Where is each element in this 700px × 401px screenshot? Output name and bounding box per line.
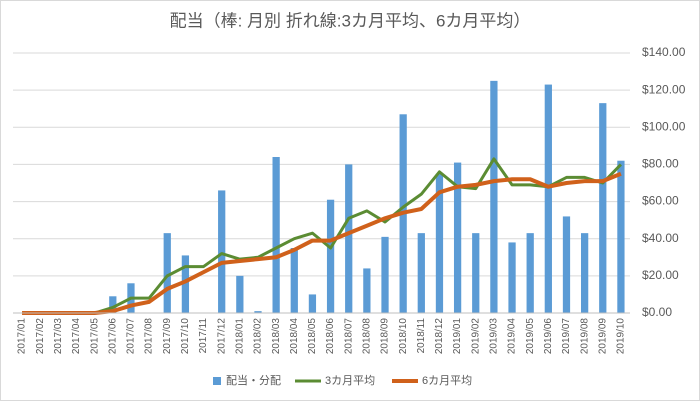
y-tick-label: $120.00 [642, 82, 686, 96]
x-tick-label: 2018/12 [434, 318, 445, 355]
y-tick-label: $100.00 [642, 119, 686, 133]
bar [562, 216, 571, 313]
x-tick-label: 2017/11 [198, 318, 209, 354]
y-tick-label: $60.00 [642, 194, 679, 208]
x-tick-label: 2017/03 [53, 318, 64, 355]
y-tick-label: $80.00 [642, 157, 679, 171]
bar [363, 268, 371, 313]
bar [599, 103, 607, 314]
legend-label: 配当・分配 [226, 373, 281, 387]
line [22, 171, 622, 315]
chart-title: 配当（棒: 月別 折れ線:3カ月平均、6カ月平均） [170, 11, 531, 30]
x-tick-label: 2019/08 [579, 318, 590, 355]
bar [526, 233, 534, 313]
x-tick-label: 2018/05 [307, 318, 318, 355]
bar [290, 248, 298, 313]
x-tick-label: 2017/07 [126, 318, 137, 355]
bar [326, 199, 335, 313]
x-tick-label: 2019/05 [525, 318, 536, 355]
x-tick-label: 2018/07 [343, 318, 354, 355]
x-tick-label: 2017/06 [107, 318, 118, 355]
bar [490, 80, 498, 313]
x-tick-label: 2017/05 [89, 318, 100, 355]
bar [236, 275, 244, 313]
x-tick-label: 2017/01 [17, 318, 28, 355]
bar [163, 233, 171, 313]
bar [308, 294, 317, 313]
bar [381, 236, 389, 313]
bar [417, 233, 425, 313]
bar [544, 84, 552, 313]
legend-label: 6カ月平均 [422, 374, 472, 387]
bar [181, 255, 190, 313]
x-tick-label: 2017/02 [35, 318, 46, 355]
x-tick-label: 2017/12 [216, 318, 227, 355]
bar [272, 157, 280, 313]
x-tick-label: 2018/02 [253, 318, 264, 355]
bar [435, 173, 444, 313]
bar [109, 296, 117, 313]
x-tick-label: 2018/10 [398, 318, 409, 355]
x-tick-label: 2019/06 [543, 318, 554, 355]
bar [581, 233, 589, 313]
x-tick-label: 2018/03 [271, 318, 282, 355]
bar [453, 162, 462, 313]
x-tick-label: 2018/06 [325, 318, 336, 355]
x-tick-label: 2019/02 [470, 318, 481, 355]
x-tick-label: 2017/09 [162, 318, 173, 355]
y-tick-label: $0.00 [642, 305, 672, 319]
y-tick-label: $40.00 [642, 231, 679, 245]
x-tick-label: 2019/09 [597, 318, 608, 355]
legend-swatch [213, 377, 221, 385]
bar [472, 233, 480, 313]
x-tick-label: 2017/10 [180, 318, 191, 355]
x-tick-label: 2017/08 [144, 318, 155, 355]
legend-label: 3カ月平均 [325, 374, 375, 387]
bar [218, 190, 226, 313]
x-tick-label: 2018/08 [362, 318, 373, 355]
x-tick-label: 2017/04 [71, 318, 82, 355]
bar [508, 242, 516, 313]
x-tick-label: 2018/04 [289, 318, 300, 355]
x-tick-label: 2019/03 [489, 318, 500, 355]
bar [345, 164, 353, 313]
x-tick-label: 2018/11 [416, 318, 427, 354]
x-tick-label: 2019/04 [507, 318, 518, 355]
x-tick-label: 2019/10 [616, 318, 627, 355]
x-tick-label: 2018/09 [380, 318, 391, 355]
y-tick-label: $140.00 [642, 45, 686, 59]
y-tick-label: $20.00 [642, 268, 679, 282]
x-tick-label: 2019/07 [561, 318, 572, 355]
bar [254, 311, 262, 313]
bar [617, 160, 625, 313]
x-tick-label: 2019/01 [452, 318, 463, 355]
x-tick-label: 2018/01 [234, 318, 245, 355]
